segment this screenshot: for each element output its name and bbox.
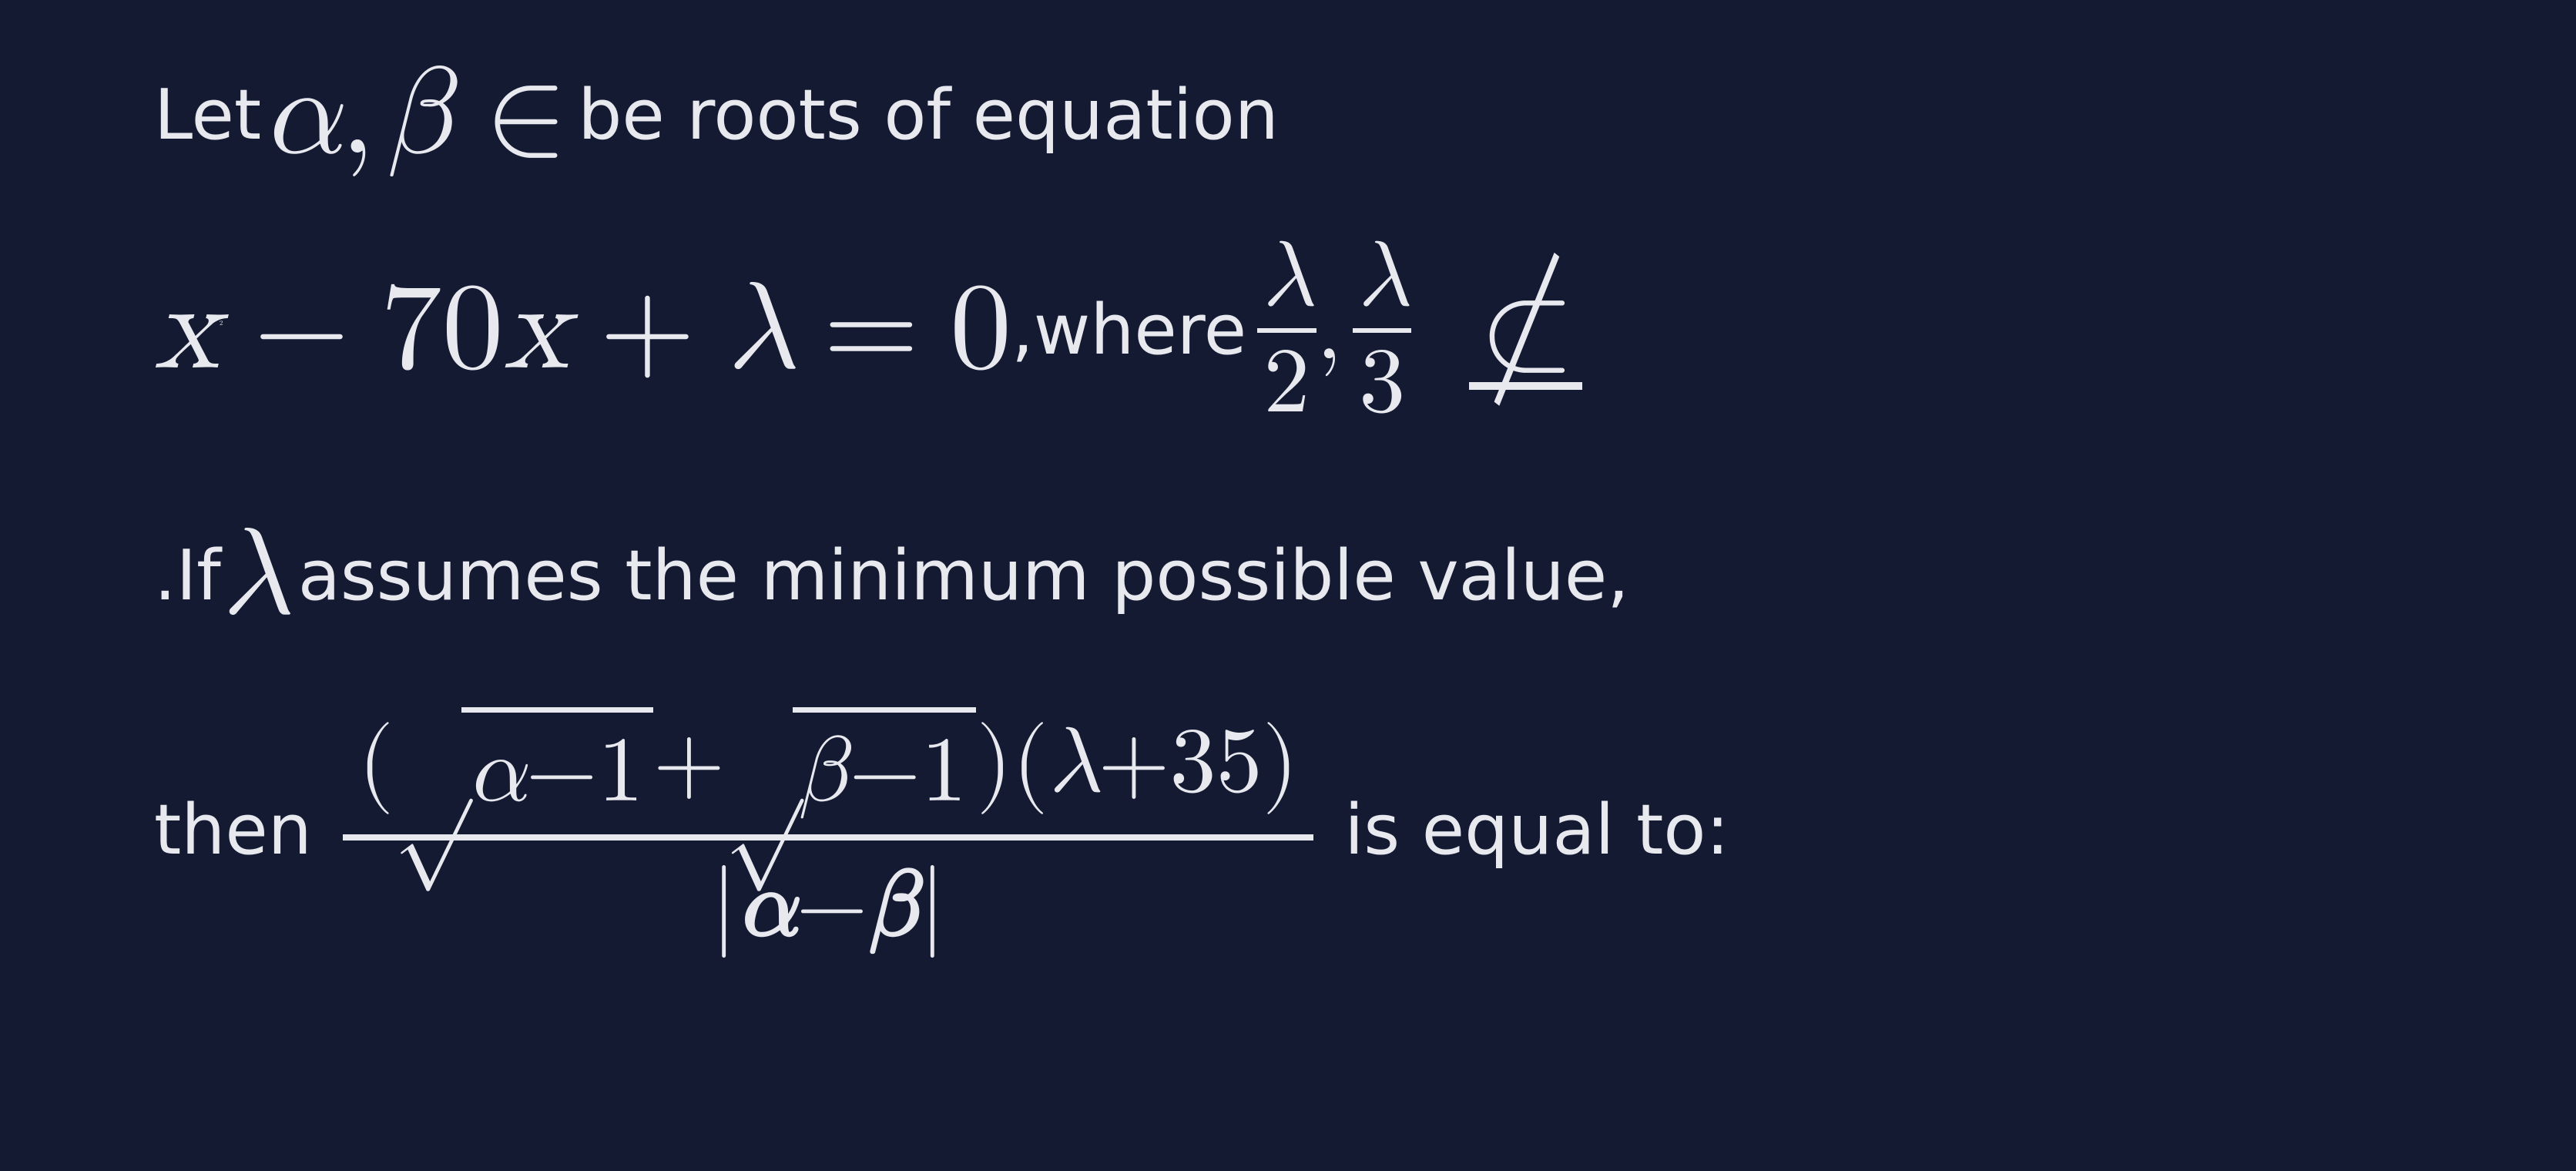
line-1: Let α , β ∈ be roots of equation [154, 54, 2437, 177]
frac-lambda-over-2: λ 2 [1257, 231, 1316, 430]
lparen-1: ( [358, 717, 394, 810]
text-then: then [154, 796, 312, 865]
num-0: 0 [950, 269, 1011, 392]
sym-lambda: λ [726, 269, 793, 392]
sym-beta: β [385, 54, 454, 177]
sym-alpha-2: α [466, 726, 525, 819]
frac1-num: λ [1257, 231, 1316, 324]
text-where: where [1034, 296, 1246, 365]
sqrt-alpha-minus-1: √ α − 1 [394, 707, 652, 819]
sym-lambda-3: λ [1048, 717, 1098, 810]
frac1-bar [1257, 328, 1316, 333]
fraction-denominator: | α − β | [696, 861, 961, 953]
sym-beta-2: β [797, 726, 849, 819]
sym-plus: + [599, 269, 695, 392]
sym-beta-3: β [868, 861, 920, 953]
rparen-1: ) [976, 717, 1012, 810]
num-70: 70 [381, 269, 504, 392]
sym-x-2: x [504, 269, 569, 392]
num-1a: 1 [598, 726, 644, 819]
frac2-den: 3 [1354, 337, 1410, 430]
sym-minus: − [253, 269, 349, 392]
text-be-roots: be roots of equation [578, 81, 1279, 150]
sym-plus-2: + [653, 717, 725, 810]
sym-not-subset-eq: ⊂ ╱ [1465, 269, 1588, 392]
surd-icon: √ [394, 728, 471, 820]
sym-plus-3: + [1098, 717, 1169, 810]
surd-icon-2: √ [725, 728, 802, 820]
frac1-den: 2 [1259, 337, 1314, 430]
text-is-equal-to: is equal to [1344, 796, 1706, 865]
comma-2: , [1317, 284, 1342, 377]
line-4: then ( √ α − 1 + √ β − [154, 707, 2437, 953]
frac2-bar [1353, 328, 1411, 333]
colon: : [1706, 796, 1729, 865]
sym-equals: = [823, 269, 919, 392]
fraction-numerator: ( √ α − 1 + √ β − 1 [343, 707, 1314, 819]
frac2-num: λ [1353, 231, 1411, 324]
sym-lambda-2: λ [221, 515, 287, 638]
sym-element-of: ∈ [485, 54, 568, 177]
frac-lambda-over-3: λ 3 [1353, 231, 1411, 430]
sym-x: x [154, 269, 219, 392]
text-assumes: assumes the minimum possible value, [298, 542, 1629, 611]
comma-after-eq: , [1011, 296, 1034, 365]
main-fraction: ( √ α − 1 + √ β − 1 [343, 707, 1314, 953]
math-problem: Let α , β ∈ be roots of equation x 2 − 7… [0, 0, 2576, 1171]
line-3: . If λ assumes the minimum possible valu… [154, 515, 2437, 638]
fraction-bar [343, 834, 1314, 841]
text-if: If [176, 542, 221, 611]
sym-minus-2: − [525, 726, 597, 819]
num-1b: 1 [921, 726, 967, 819]
rparen-2: ) [1263, 717, 1299, 810]
sqrt-beta-minus-1: √ β − 1 [725, 707, 976, 819]
sym-alpha: α [261, 54, 340, 177]
abs-bar-left: | [711, 861, 736, 953]
sym-minus-3: − [849, 726, 921, 819]
line-2: x 2 − 70 x + λ = 0 , where λ 2 , λ 3 [154, 231, 2437, 430]
sym-alpha-3: α [736, 861, 796, 953]
lparen-2: ( [1012, 717, 1048, 810]
num-35: 35 [1170, 717, 1263, 810]
text-let: Let [154, 81, 261, 150]
sym-minus-4: − [796, 861, 867, 953]
abs-bar-right: | [920, 861, 945, 953]
comma: , [340, 54, 374, 177]
sym-x-squared-exp: 2 [220, 320, 223, 327]
period: . [154, 542, 176, 611]
